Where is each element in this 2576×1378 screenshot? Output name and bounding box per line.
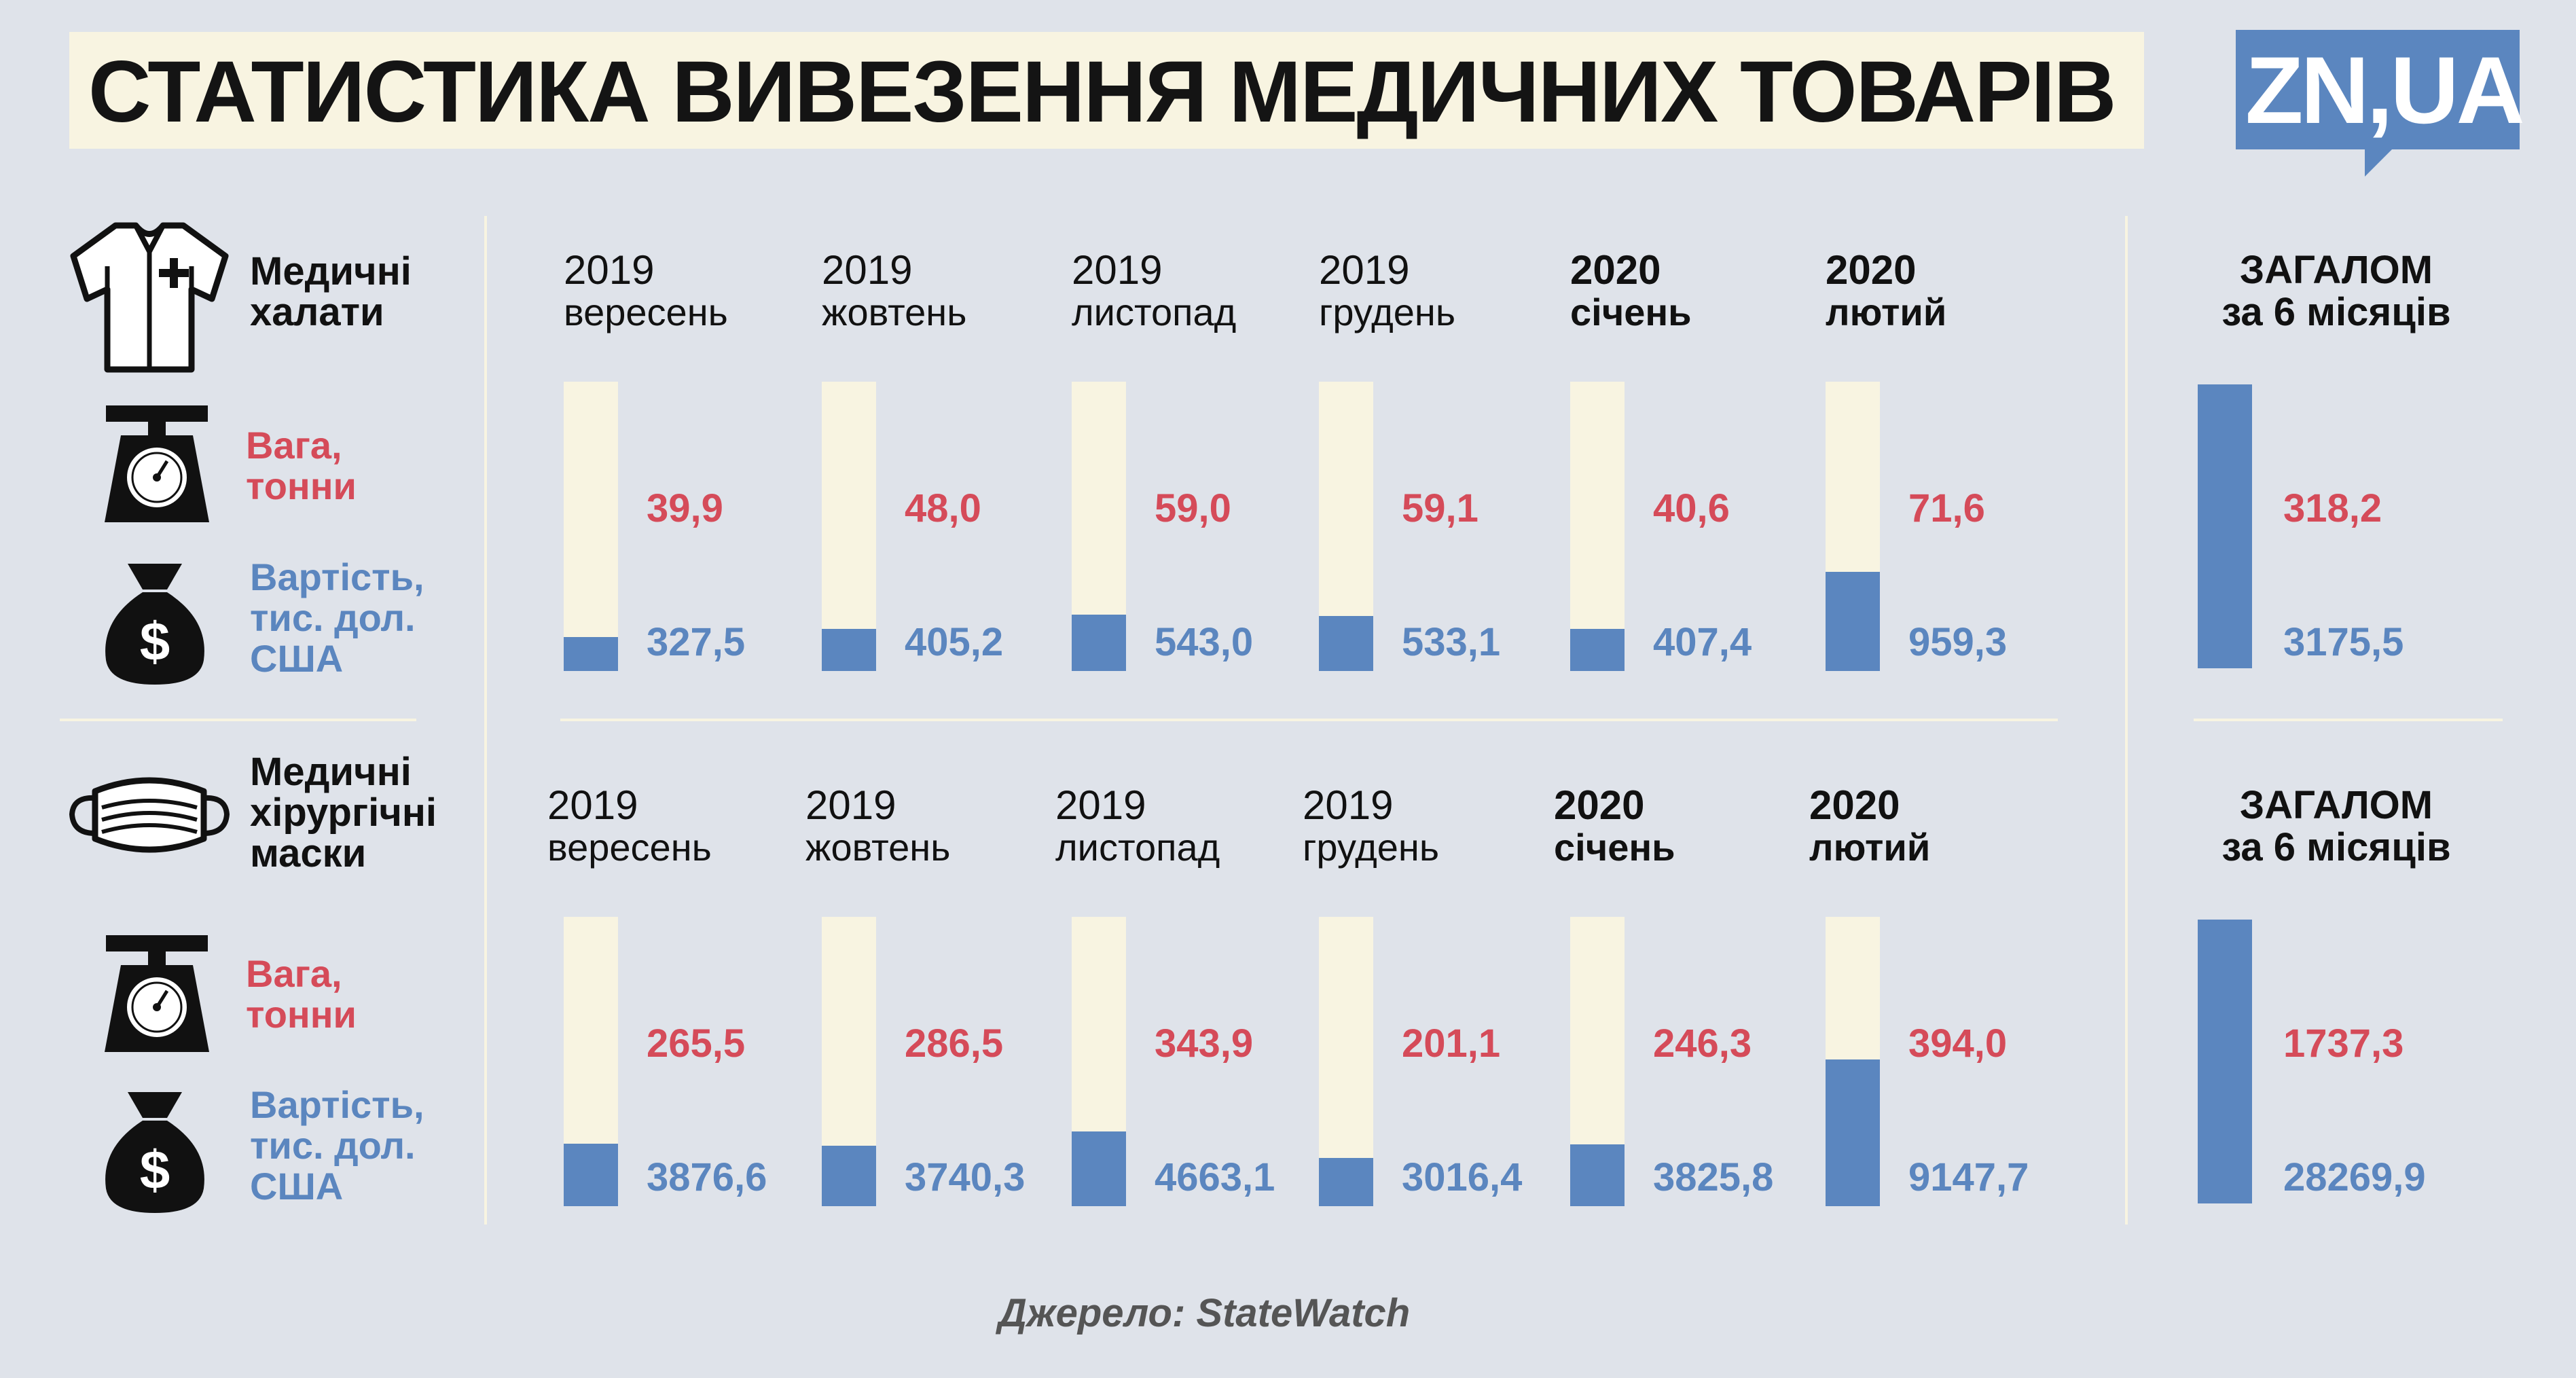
total-weight-label: 318,2 (2283, 486, 2382, 530)
period-year: 2019 (547, 782, 638, 828)
period-month: жовтень (805, 826, 951, 869)
value-data-label: 3016,4 (1402, 1155, 1523, 1199)
svg-text:$: $ (140, 611, 170, 672)
period-month: січень (1570, 291, 1692, 333)
period-year: 2019 (1055, 782, 1146, 828)
period-year: 2019 (805, 782, 896, 828)
value-data-label: 3740,3 (905, 1155, 1026, 1199)
period-year: 2020 (1826, 247, 1917, 293)
weight-data-label: 71,6 (1908, 486, 1985, 530)
period-year: 2019 (1303, 782, 1394, 828)
period-month: листопад (1072, 291, 1237, 333)
period-month: лютий (1826, 291, 1947, 333)
right-divider (2125, 216, 2128, 1225)
period-year: 2019 (1319, 247, 1410, 293)
total-bar (2198, 384, 2252, 668)
period-year: 2020 (1554, 782, 1645, 828)
weight-label: Вага, тонни (246, 952, 357, 1036)
value-bar (564, 1144, 618, 1206)
value-data-label: 959,3 (1908, 620, 2008, 664)
total-header-line: ЗАГАЛОМ (2239, 248, 2433, 292)
value-bar (1072, 1131, 1126, 1206)
value-bar (1319, 616, 1373, 671)
title-banner (69, 32, 2144, 149)
period-month: жовтень (822, 291, 967, 333)
period-year: 2020 (1809, 782, 1900, 828)
value-data-label: 407,4 (1653, 620, 1752, 664)
value-bar (1319, 1158, 1373, 1206)
page-title: СТАТИСТИКА ВИВЕЗЕННЯ МЕДИЧНИХ ТОВАРІВ (88, 43, 2116, 141)
masks-title: Медичні хірургічні маски (250, 750, 437, 875)
weight-data-label: 59,1 (1402, 486, 1479, 530)
value-data-label: 405,2 (905, 620, 1004, 664)
total-header-line: за 6 місяців (2221, 825, 2451, 869)
total-weight-label: 1737,3 (2283, 1021, 2404, 1066)
bar-track (564, 382, 618, 671)
left-row-divider (60, 719, 416, 721)
value-data-label: 543,0 (1155, 620, 1254, 664)
period-month: січень (1554, 826, 1675, 869)
weight-data-label: 59,0 (1155, 486, 1231, 530)
weight-data-label: 39,9 (647, 486, 723, 530)
value-bar (564, 637, 618, 671)
scale-icon (99, 397, 215, 526)
period-month: грудень (1319, 291, 1456, 333)
left-divider (484, 216, 487, 1225)
total-header-line: ЗАГАЛОМ (2239, 783, 2433, 827)
weight-data-label: 265,5 (647, 1021, 746, 1066)
mask-icon (68, 771, 231, 859)
money-bag-icon: $ (101, 1087, 209, 1216)
value-data-label: 9147,7 (1908, 1155, 2029, 1199)
value-data-label: 3825,8 (1653, 1155, 1774, 1199)
weight-label: Вага, тонни (246, 424, 357, 507)
value-bar (1072, 615, 1126, 671)
weight-data-label: 246,3 (1653, 1021, 1752, 1066)
total-header: ЗАГАЛОМ за 6 місяців (2160, 784, 2513, 869)
bar-track (1570, 382, 1625, 671)
weight-data-label: 394,0 (1908, 1021, 2008, 1066)
zn-ua-logo (2236, 30, 2520, 177)
total-value-label: 28269,9 (2283, 1155, 2426, 1199)
period-month: грудень (1303, 826, 1440, 869)
period-year: 2019 (1072, 247, 1163, 293)
value-bar (822, 1146, 876, 1206)
gowns-title: Медичні халати (250, 249, 412, 334)
period-month: листопад (1055, 826, 1220, 869)
weight-data-label: 286,5 (905, 1021, 1004, 1066)
value-bar (1570, 1144, 1625, 1206)
period-month: вересень (547, 826, 712, 869)
value-data-label: 533,1 (1402, 620, 1501, 664)
weight-data-label: 40,6 (1653, 486, 1730, 530)
svg-text:$: $ (140, 1140, 170, 1200)
period-year: 2020 (1570, 247, 1661, 293)
source-note: Джерело: StateWatch (998, 1291, 1411, 1335)
value-bar (1826, 572, 1880, 671)
value-data-label: 3876,6 (647, 1155, 767, 1199)
value-label: Вартість, тис. дол. США (250, 556, 424, 680)
value-bar (1826, 1059, 1880, 1206)
total-header: ЗАГАЛОМ за 6 місяців (2160, 249, 2513, 333)
period-month: лютий (1809, 826, 1931, 869)
period-year: 2019 (564, 247, 655, 293)
total-bar (2198, 920, 2252, 1203)
shirt-icon (68, 219, 231, 375)
middle-row-divider (560, 719, 2058, 721)
weight-data-label: 343,9 (1155, 1021, 1254, 1066)
value-data-label: 4663,1 (1155, 1155, 1275, 1199)
total-value-label: 3175,5 (2283, 620, 2404, 664)
total-header-line: за 6 місяців (2221, 290, 2451, 334)
value-bar (822, 629, 876, 671)
period-year: 2019 (822, 247, 913, 293)
value-bar (1570, 629, 1625, 671)
scale-icon (99, 927, 215, 1056)
right-row-divider (2194, 719, 2503, 721)
weight-data-label: 48,0 (905, 486, 981, 530)
value-data-label: 327,5 (647, 620, 746, 664)
bar-track (822, 382, 876, 671)
money-bag-icon: $ (101, 558, 209, 687)
period-month: вересень (564, 291, 728, 333)
value-label: Вартість, тис. дол. США (250, 1083, 424, 1208)
logo-text: ZN,UA (2245, 37, 2525, 143)
weight-data-label: 201,1 (1402, 1021, 1501, 1066)
